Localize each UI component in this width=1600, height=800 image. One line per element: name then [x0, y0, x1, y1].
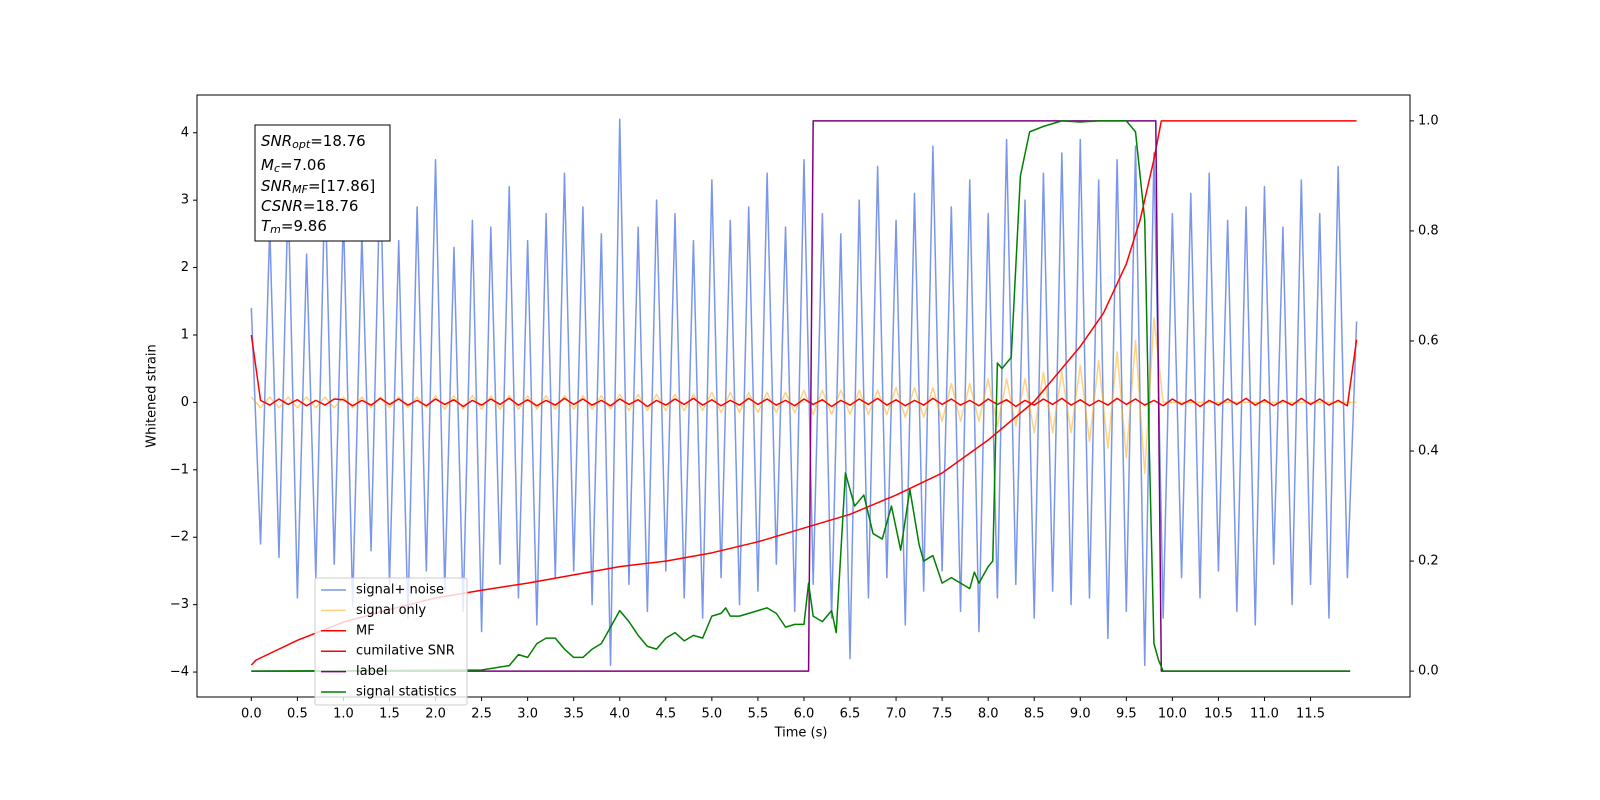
- annotation-line: SNRopt=18.76: [261, 132, 366, 152]
- x-tick-label: 9.5: [1116, 707, 1137, 722]
- y-tick-label: 0: [181, 395, 189, 410]
- x-tick-label: 3.5: [563, 707, 584, 722]
- legend-label: signal+ noise: [356, 583, 444, 598]
- legend-label: signal only: [356, 603, 426, 618]
- annotation-symbol: SNR: [261, 177, 292, 195]
- annotation-symbol: SNR: [261, 132, 292, 150]
- series-line: [250, 334, 1358, 408]
- x-tick-label: 2.5: [471, 707, 492, 722]
- y-tick-label: 4: [181, 125, 189, 140]
- x-tick-label: 4.5: [655, 707, 676, 722]
- y2-tick-label: 0.6: [1418, 333, 1439, 348]
- annotation-text: =18.76: [310, 132, 366, 150]
- annotation-line: Mc=7.06: [261, 156, 326, 176]
- x-tick-label: 1.0: [333, 707, 354, 722]
- annotation-text: =7.06: [280, 156, 326, 174]
- legend-label: label: [356, 664, 387, 679]
- x-tick-label: 7.0: [886, 707, 907, 722]
- x-tick-label: 7.5: [932, 707, 953, 722]
- x-tick-label: 10.0: [1158, 707, 1187, 722]
- annotation-frame: [254, 124, 391, 242]
- legend-label: cumilative SNR: [356, 644, 455, 659]
- x-tick-label: 9.0: [1070, 707, 1091, 722]
- annotation-text: =[17.86]: [308, 177, 375, 195]
- y-tick-label: 2: [181, 260, 189, 275]
- x-tick-label: 5.0: [702, 707, 723, 722]
- series-line: [251, 120, 1351, 672]
- y-tick-label: 3: [181, 193, 189, 208]
- x-axis-label: Time (s): [774, 726, 828, 741]
- annotation-subscript: c: [274, 162, 280, 175]
- x-tick-label: 10.5: [1204, 707, 1233, 722]
- series-line: [250, 317, 1357, 474]
- x-tick-label: 11.0: [1250, 707, 1279, 722]
- series-line: [250, 118, 1358, 667]
- x-tick-label: 5.5: [748, 707, 769, 722]
- legend-frame: [314, 577, 468, 706]
- annotation-box: SNRopt=18.76Mc=7.06SNRMF=[17.86]CSNR=18.…: [254, 124, 391, 242]
- x-tick-label: 3.0: [517, 707, 538, 722]
- x-tick-label: 0.5: [287, 707, 308, 722]
- y2-tick-label: 0.0: [1418, 664, 1439, 679]
- annotation-line: CSNR=18.76: [261, 197, 358, 215]
- annotation-text: =9.86: [281, 217, 327, 235]
- annotation-subscript: MF: [292, 183, 308, 196]
- annotation-text: =18.76: [303, 197, 359, 215]
- annotation-symbol: CSNR: [261, 197, 303, 215]
- annotation-symbol: T: [261, 217, 272, 235]
- y2-tick-label: 0.4: [1418, 444, 1439, 459]
- x-tick-label: 6.0: [794, 707, 815, 722]
- annotation-subscript: m: [270, 223, 281, 236]
- annotation-symbol: M: [261, 156, 274, 174]
- y-tick-label: −4: [170, 665, 189, 680]
- x-tick-label: 11.5: [1296, 707, 1325, 722]
- y2-tick-label: 1.0: [1418, 113, 1439, 128]
- x-tick-label: 8.0: [978, 707, 999, 722]
- x-tick-label: 6.5: [840, 707, 861, 722]
- annotation-line: SNRMF=[17.86]: [261, 177, 375, 197]
- y-axis-label: Whitened strain: [145, 344, 160, 447]
- y-tick-label: −1: [170, 462, 189, 477]
- legend: signal+ noise signal only MF cumilative SNR…: [314, 577, 468, 706]
- x-tick-label: 8.5: [1024, 707, 1045, 722]
- x-tick-label: 2.0: [425, 707, 446, 722]
- y2-tick-label: 0.2: [1418, 554, 1439, 569]
- annotation-subscript: opt: [292, 138, 311, 151]
- y-tick-label: −2: [170, 530, 189, 545]
- legend-label: signal statistics: [356, 685, 457, 700]
- x-tick-label: 4.0: [609, 707, 630, 722]
- y-tick-label: −3: [170, 597, 189, 612]
- legend-label: MF: [356, 623, 375, 638]
- x-tick-label: 0.0: [241, 707, 262, 722]
- y-tick-label: 1: [181, 327, 189, 342]
- annotation-line: Tm=9.86: [261, 217, 327, 237]
- x-tick-label: 1.5: [379, 707, 400, 722]
- y2-tick-label: 0.8: [1418, 223, 1439, 238]
